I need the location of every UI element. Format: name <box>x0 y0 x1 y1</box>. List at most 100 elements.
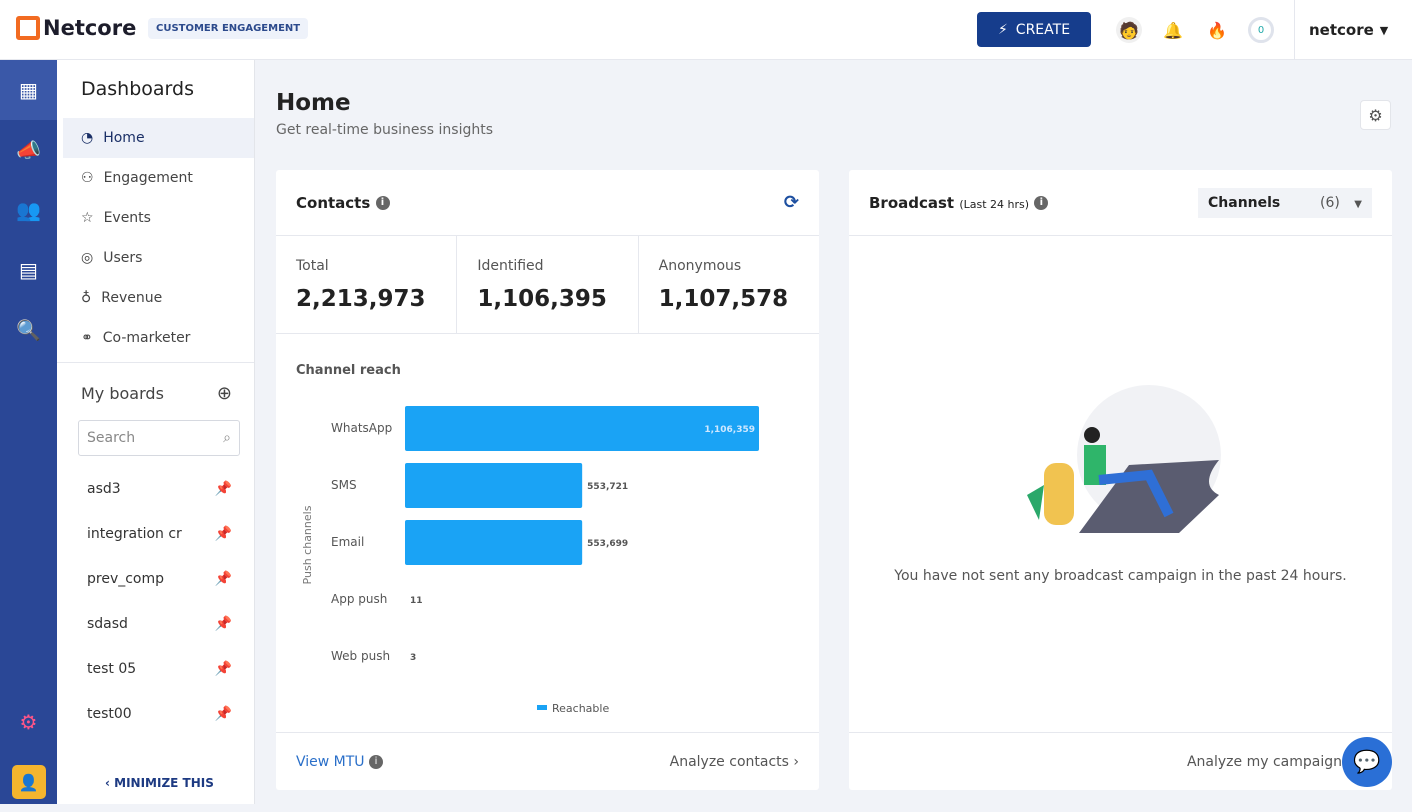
analytics-search-icon[interactable]: 🔍 <box>16 318 41 342</box>
data-label: 11 <box>410 596 423 606</box>
engagement-icon: ⚇ <box>81 170 94 186</box>
pin-icon[interactable]: 📌 <box>214 570 232 587</box>
brand-name: Netcore <box>43 16 137 40</box>
add-board-icon[interactable]: ⊕ <box>216 383 232 404</box>
netcore-logo[interactable]: Netcore <box>16 16 136 40</box>
refresh-icon[interactable]: ⟳ <box>783 192 799 213</box>
user-name: netcore <box>1309 21 1374 39</box>
category-label: Web push <box>331 649 390 663</box>
left-rail: ▦ 📣 👥 ▤ 🔍 ⚙ 👤 <box>0 60 57 804</box>
stat-value: 2,213,973 <box>296 286 426 312</box>
board-name: asd3 <box>87 480 121 497</box>
gear-icon[interactable]: ⚙ <box>1360 100 1391 130</box>
info-icon[interactable]: i <box>369 754 384 769</box>
sidebar-item-revenue[interactable]: ♁ Revenue <box>57 278 254 318</box>
avatar-icon[interactable]: 🧑 <box>1116 17 1142 43</box>
pie-chart-icon: ◔ <box>81 130 94 146</box>
y-axis-label: Push channels <box>301 505 314 584</box>
page-title: Home <box>276 90 351 116</box>
broadcast-card: Broadcast (Last 24 hrs) i Channels (6) ▼ … <box>849 170 1392 790</box>
caret-down-icon: ▼ <box>1379 23 1389 37</box>
legend-swatch <box>537 705 547 710</box>
bell-icon[interactable]: 🔔 <box>1163 20 1183 40</box>
broadcast-period: (Last 24 hrs) <box>959 197 1030 211</box>
sidebar-title: Dashboards <box>81 78 194 100</box>
nav-label: Revenue <box>101 290 163 306</box>
pin-icon[interactable]: 📌 <box>214 705 232 722</box>
board-item[interactable]: test00 📌 <box>57 691 254 736</box>
sidebar-item-engagement[interactable]: ⚇ Engagement <box>57 158 254 198</box>
chat-support-button[interactable]: 💬 <box>1342 737 1392 787</box>
user-menu[interactable]: netcore ▼ <box>1294 0 1388 60</box>
board-item[interactable]: test 05 📌 <box>57 646 254 691</box>
info-icon[interactable]: i <box>1034 196 1049 210</box>
board-item[interactable]: prev_comp 📌 <box>57 556 254 601</box>
channel-reach-chart: Push channels WhatsApp 1,106,359 SMS 553,721… <box>301 406 759 715</box>
sidebar-item-co-marketer[interactable]: ⚭ Co-marketer <box>57 318 254 358</box>
profile-icon[interactable]: 👤 <box>0 752 57 812</box>
data-label: 3 <box>410 653 416 663</box>
stat-anonymous: Anonymous 1,107,578 <box>637 236 819 333</box>
logo-icon <box>16 16 40 40</box>
nav-label: Co-marketer <box>102 330 191 346</box>
dashboards-icon[interactable]: ▦ <box>0 60 57 120</box>
megaphone-icon[interactable]: 📣 <box>16 138 41 162</box>
create-label: CREATE <box>1015 21 1071 38</box>
pin-icon[interactable]: 📌 <box>214 615 232 632</box>
board-name: sdasd <box>87 615 128 632</box>
revenue-icon: ♁ <box>81 290 92 306</box>
analyze-campaign-link[interactable]: Analyze my campaign <box>1186 753 1342 770</box>
search-placeholder: Search <box>87 430 136 446</box>
analyze-contacts-link[interactable]: Analyze contacts › <box>669 753 799 770</box>
board-name: prev_comp <box>87 570 165 587</box>
view-mtu-link[interactable]: View MTU <box>296 753 365 770</box>
nav-label: Home <box>103 130 145 146</box>
stat-value: 1,107,578 <box>658 286 789 312</box>
star-icon: ☆ <box>81 210 94 226</box>
caret-down-icon: ▼ <box>1354 198 1362 210</box>
board-search-input[interactable]: Search ⌕ <box>78 420 240 456</box>
legend-label: Reachable <box>552 702 609 715</box>
category-label: Email <box>331 535 364 549</box>
create-button[interactable]: ⚡ CREATE <box>977 12 1091 47</box>
fire-icon[interactable]: 🔥 <box>1207 20 1227 40</box>
bar <box>405 463 583 508</box>
empty-state-illustration <box>1027 385 1221 533</box>
users-icon[interactable]: 👥 <box>16 198 41 222</box>
board-name: integration cr <box>87 525 182 542</box>
chart-title: Channel reach <box>296 363 401 378</box>
web-icon[interactable]: ▤ <box>19 258 38 282</box>
pin-icon[interactable]: 📌 <box>214 525 232 542</box>
stat-total: Total 2,213,973 <box>276 236 456 333</box>
empty-message: You have not sent any broadcast campaign… <box>894 568 1347 584</box>
bar <box>405 406 759 451</box>
nav-label: Engagement <box>103 170 193 186</box>
bar <box>405 520 583 565</box>
stat-label: Total <box>296 258 329 274</box>
sidebar-item-events[interactable]: ☆ Events <box>57 198 254 238</box>
channels-label: Channels <box>1208 194 1281 211</box>
settings-icon[interactable]: ⚙ <box>19 710 38 734</box>
pin-icon[interactable]: 📌 <box>214 660 232 677</box>
board-item[interactable]: sdasd 📌 <box>57 601 254 646</box>
channels-count: (6) <box>1320 194 1340 211</box>
category-label: SMS <box>331 478 357 492</box>
stat-label: Anonymous <box>658 258 742 274</box>
pin-icon[interactable]: 📌 <box>214 480 232 497</box>
sidebar: Dashboards ◔ Home ⚇ Engagement ☆ Events ◎ Us… <box>57 60 255 804</box>
board-item[interactable]: integration cr 📌 <box>57 511 254 556</box>
sidebar-item-users[interactable]: ◎ Users <box>57 238 254 278</box>
stat-identified: Identified 1,106,395 <box>456 236 637 333</box>
stat-label: Identified <box>477 258 544 274</box>
stat-value: 1,106,395 <box>477 286 607 312</box>
board-item[interactable]: asd3 📌 <box>57 466 254 511</box>
info-icon[interactable]: i <box>375 196 390 210</box>
analyze-label: Analyze contacts <box>669 753 789 770</box>
channels-dropdown[interactable]: Channels (6) ▼ <box>1198 187 1372 218</box>
board-name: test00 <box>87 705 132 722</box>
handshake-icon: ⚭ <box>81 330 93 346</box>
minimize-label: MINIMIZE THIS <box>114 776 214 790</box>
sidebar-item-home[interactable]: ◔ Home <box>63 118 254 158</box>
minimize-button[interactable]: ‹ MINIMIZE THIS <box>105 776 214 790</box>
points-badge[interactable]: 0 <box>1248 17 1274 43</box>
